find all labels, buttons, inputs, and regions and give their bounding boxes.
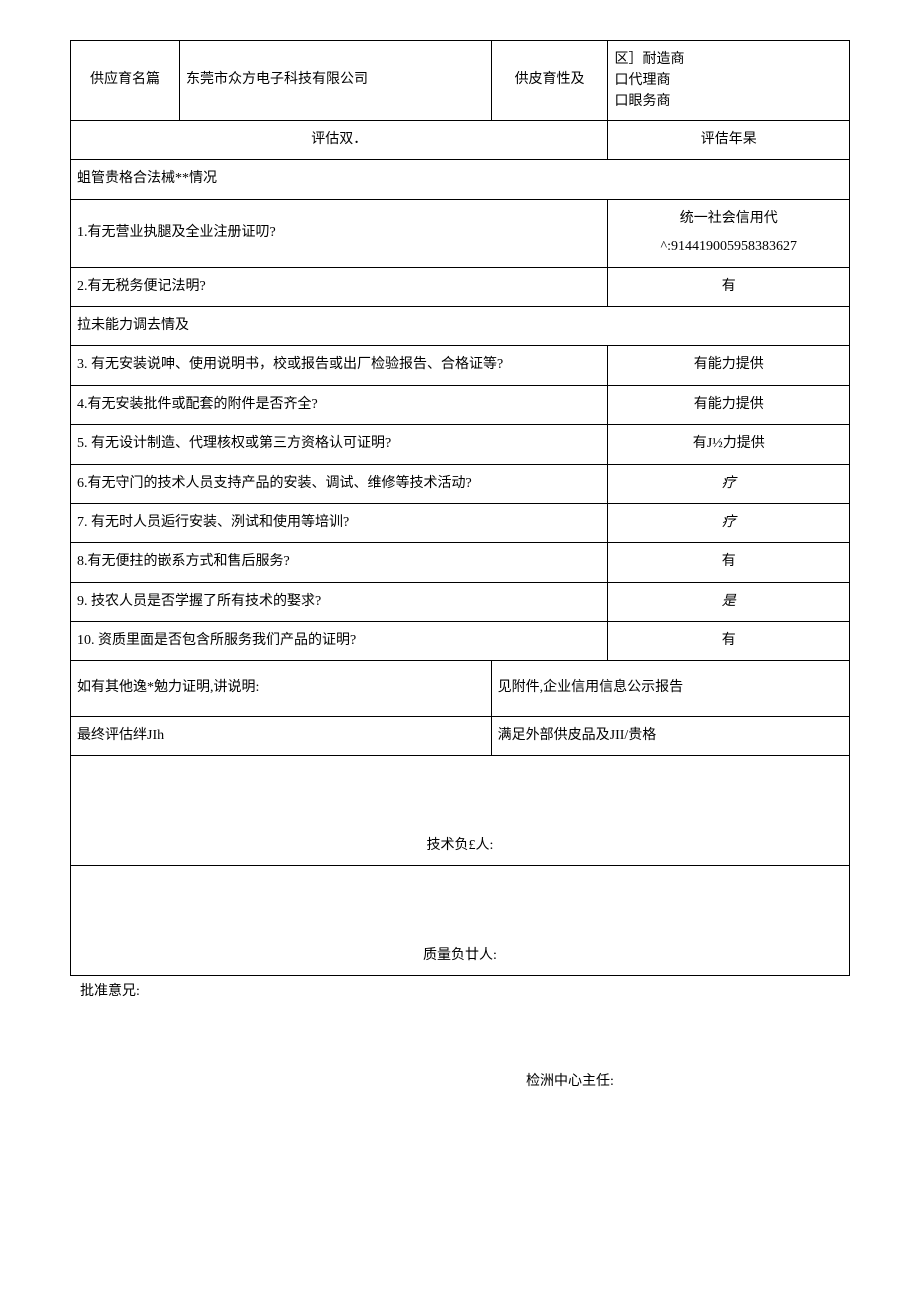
q2-text: 2.有无税务便记法明? <box>71 267 608 306</box>
q6-text: 6.有无守门的技术人员支持产品的安装、调试、维修等技术活动? <box>71 464 608 503</box>
q1-answer: 统一社会信用代 ^:914419005958383627 <box>608 199 850 267</box>
other-proof-label: 如有其他逸*勉力证明,讲说明: <box>71 661 492 716</box>
q3-text: 3. 有无安装说呻、使用说明书，校或报告或出厂检验报告、合格证等? <box>71 346 608 385</box>
q3-answer: 有能力提供 <box>608 346 850 385</box>
option-manufacturer: 区］耐造商 <box>614 49 843 70</box>
q10-answer: 有 <box>608 622 850 661</box>
q6-answer: 疗 <box>608 464 850 503</box>
q1-ans-line2: ^:914419005958383627 <box>614 236 843 258</box>
eval-year-label: 评佶年杲 <box>608 121 850 160</box>
final-eval-label: 最终评估绊JIh <box>71 716 492 755</box>
q9-answer: 是 <box>608 582 850 621</box>
quality-signature: 质量负廿人: <box>71 866 850 976</box>
q1-ans-line1: 统一社会信用代 <box>614 208 843 230</box>
q10-text: 10. 资质里面是否包含所服务我们产品的证明? <box>71 622 608 661</box>
q5-answer: 有J½力提供 <box>608 425 850 464</box>
q8-text: 8.有无便拄的嵌系方式和售后服务? <box>71 543 608 582</box>
supplier-label: 供应育名篇 <box>71 41 180 121</box>
q9-text: 9. 技农人员是否学握了所有技术的娶求? <box>71 582 608 621</box>
section1-title: 蛆管贵格合法械**情况 <box>71 160 850 199</box>
section2-title: 拉未能力调去情及 <box>71 306 850 345</box>
q4-text: 4.有无安装批件或配套的附件是否齐全? <box>71 385 608 424</box>
nature-options: 区］耐造商 口代理商 口眼务商 <box>608 41 850 121</box>
other-proof-value: 见附件,企业信用信息公示报告 <box>491 661 849 716</box>
approval-label: 批准意兄: <box>70 980 850 1000</box>
director-label: 检洲中心主任: <box>70 1070 850 1090</box>
tech-signature: 技术负£人: <box>71 756 850 866</box>
q8-answer: 有 <box>608 543 850 582</box>
option-service: 口眼务商 <box>614 91 843 112</box>
q7-answer: 疗 <box>608 503 850 542</box>
supplier-name: 东莞市众方电子科技有限公司 <box>180 41 492 121</box>
q1-text: 1.有无营业执腿及全业注册证叨? <box>71 199 608 267</box>
eval-pair-label: 评估双． <box>71 121 608 160</box>
q5-text: 5. 有无设计制造、代理核权或第三方资格认可证明? <box>71 425 608 464</box>
nature-label: 供皮育性及 <box>491 41 608 121</box>
evaluation-table: 供应育名篇 东莞市众方电子科技有限公司 供皮育性及 区］耐造商 口代理商 口眼务… <box>70 40 850 976</box>
option-agent: 口代理商 <box>614 70 843 91</box>
q7-text: 7. 有无时人员逅行安装、洌试和使用等培训? <box>71 503 608 542</box>
final-eval-value: 满足外部供皮品及JII/贵格 <box>491 716 849 755</box>
q4-answer: 有能力提供 <box>608 385 850 424</box>
q2-answer: 有 <box>608 267 850 306</box>
